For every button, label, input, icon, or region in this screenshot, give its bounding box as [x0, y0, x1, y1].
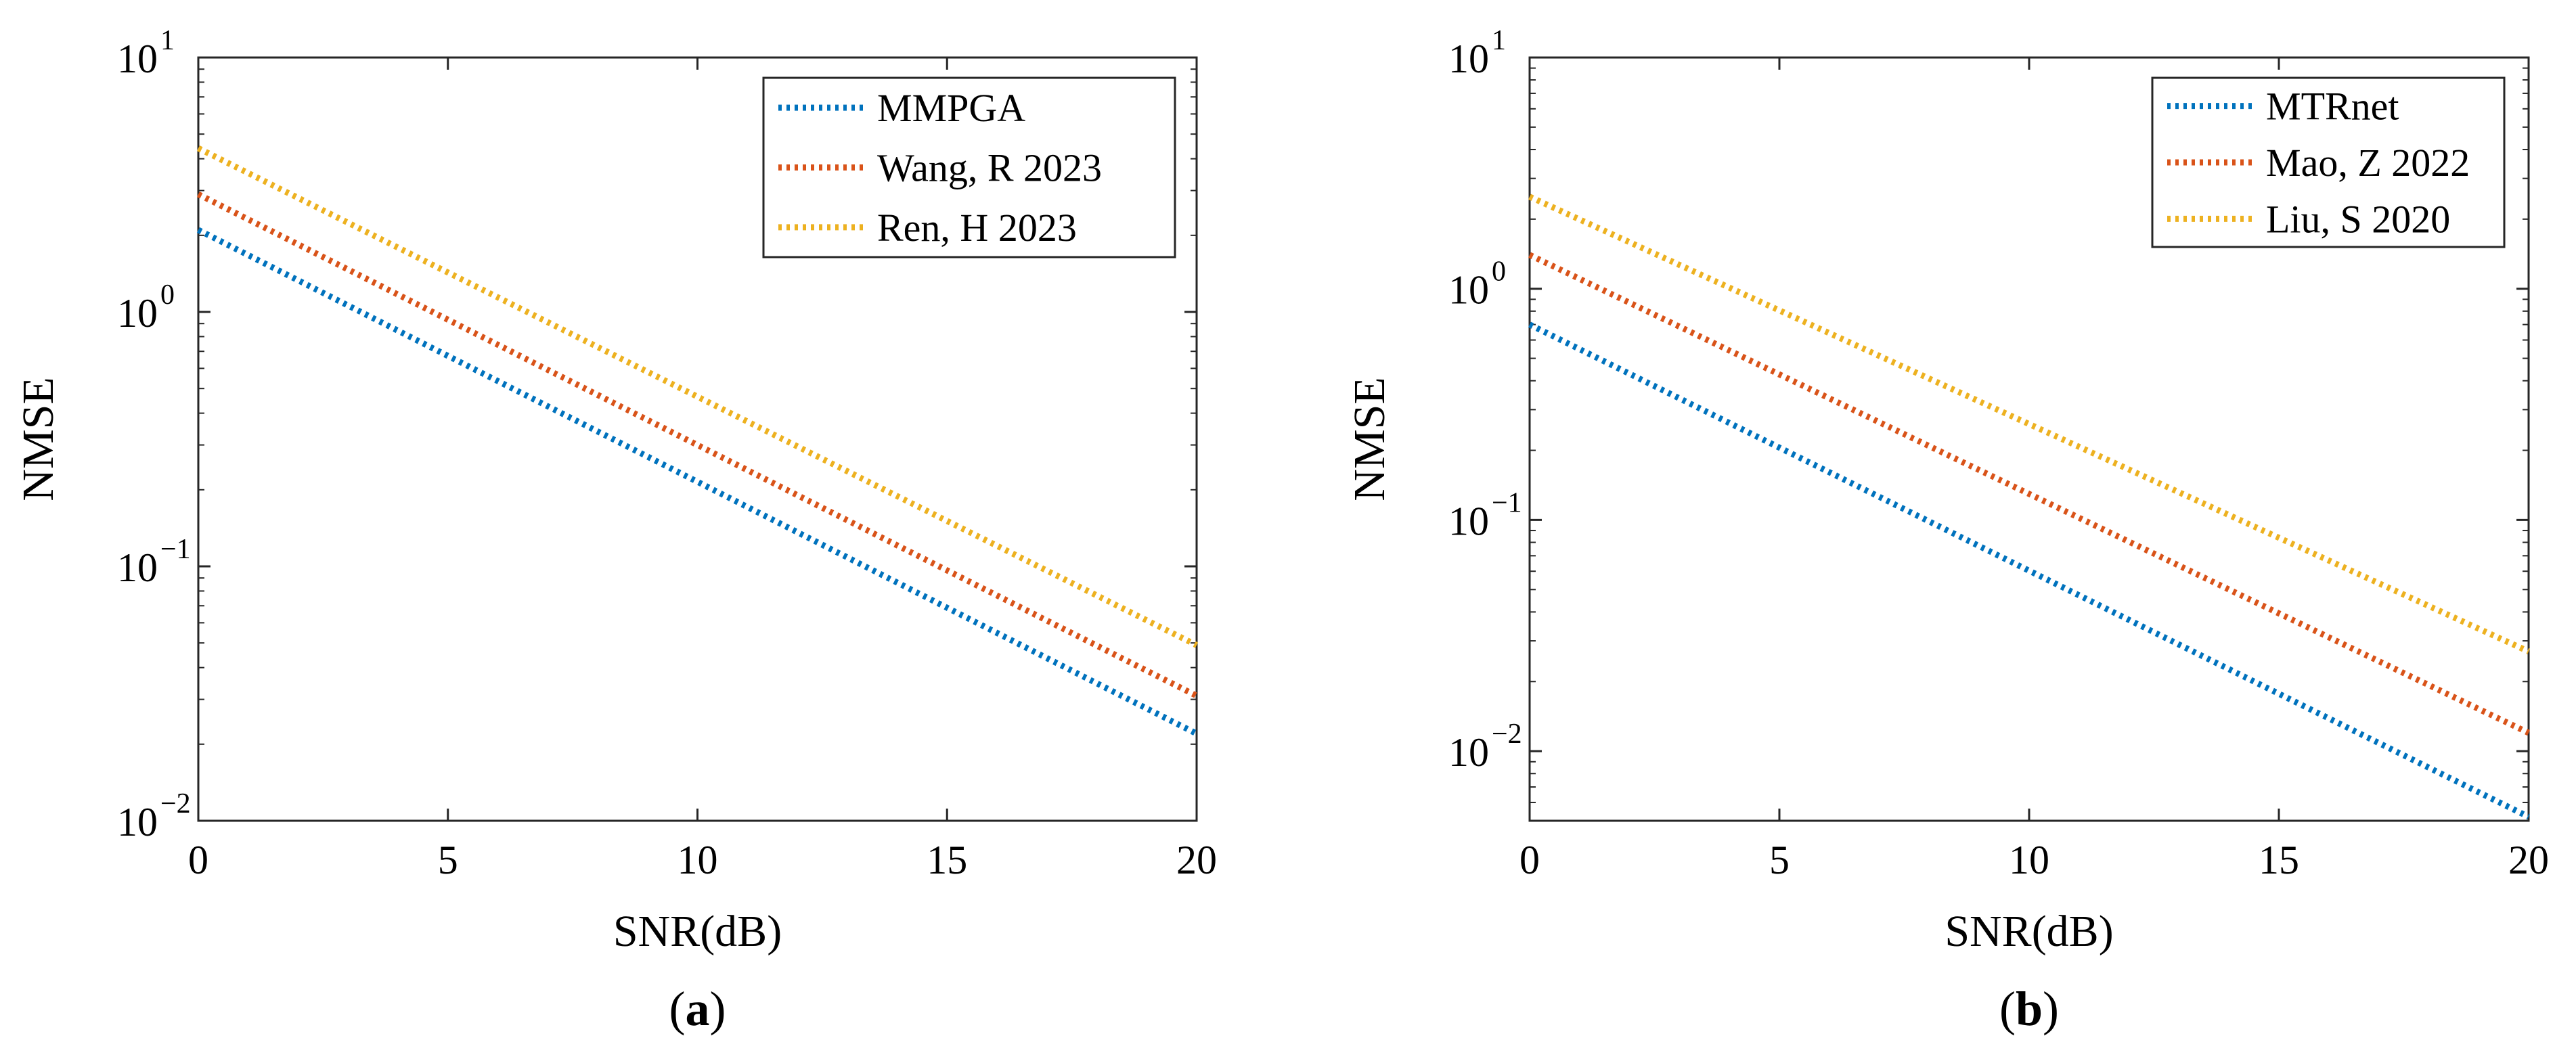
y-axis-title: NMSE	[1345, 377, 1394, 501]
series-line	[1528, 194, 2530, 654]
y-tick-label: 10	[117, 37, 158, 81]
series-line	[196, 191, 1199, 699]
y-tick-label: 10	[117, 291, 158, 336]
x-axis-title: SNR(dB)	[1945, 907, 2113, 956]
x-axis-title: SNR(dB)	[613, 907, 782, 956]
x-tick-label: 20	[2508, 838, 2549, 882]
y-tick-label: 10	[1448, 268, 1489, 313]
panel-letter: a	[686, 982, 710, 1036]
series-line	[1528, 321, 2530, 820]
x-tick-label: 0	[1519, 838, 1540, 882]
x-tick-label: 10	[2009, 838, 2049, 882]
y-tick-label: 10	[1448, 37, 1489, 81]
y-tick-label: 10	[1448, 730, 1489, 775]
panel-label: (a)	[669, 982, 726, 1036]
legend-entry-label: Ren, H 2023	[877, 206, 1077, 250]
y-tick-label: 10	[117, 545, 158, 590]
panel-label: (b)	[1999, 982, 2059, 1036]
y-tick-exponent: 1	[1492, 25, 1506, 56]
y-tick-exponent: 1	[160, 25, 175, 56]
x-tick-label: 0	[188, 838, 208, 882]
series-line	[1528, 252, 2530, 736]
y-tick-label: 10	[117, 800, 158, 844]
series-line	[196, 227, 1199, 737]
y-tick-exponent: −1	[1492, 487, 1522, 518]
y-tick-exponent: −1	[160, 534, 191, 565]
legend-entry-label: MTRnet	[2266, 85, 2399, 129]
y-tick-exponent: 0	[1492, 256, 1506, 288]
legend-entry-label: Liu, S 2020	[2266, 197, 2450, 241]
y-tick-exponent: 0	[160, 279, 175, 311]
y-tick-exponent: −2	[160, 788, 191, 819]
x-tick-label: 10	[678, 838, 718, 882]
legend-entry-label: MMPGA	[877, 86, 1025, 130]
legend-entry-label: Mao, Z 2022	[2266, 141, 2470, 185]
panel-letter: b	[2016, 982, 2043, 1036]
x-tick-label: 5	[1769, 838, 1790, 882]
x-tick-label: 15	[927, 838, 967, 882]
legend-box	[762, 76, 1176, 258]
y-tick-label: 10	[1448, 499, 1489, 543]
y-axis-title: NMSE	[14, 377, 63, 501]
legend-entry-label: Wang, R 2023	[877, 146, 1102, 190]
x-tick-label: 5	[438, 838, 458, 882]
y-tick-exponent: −2	[1492, 719, 1522, 750]
x-tick-label: 15	[2259, 838, 2299, 882]
x-tick-label: 20	[1176, 838, 1217, 882]
